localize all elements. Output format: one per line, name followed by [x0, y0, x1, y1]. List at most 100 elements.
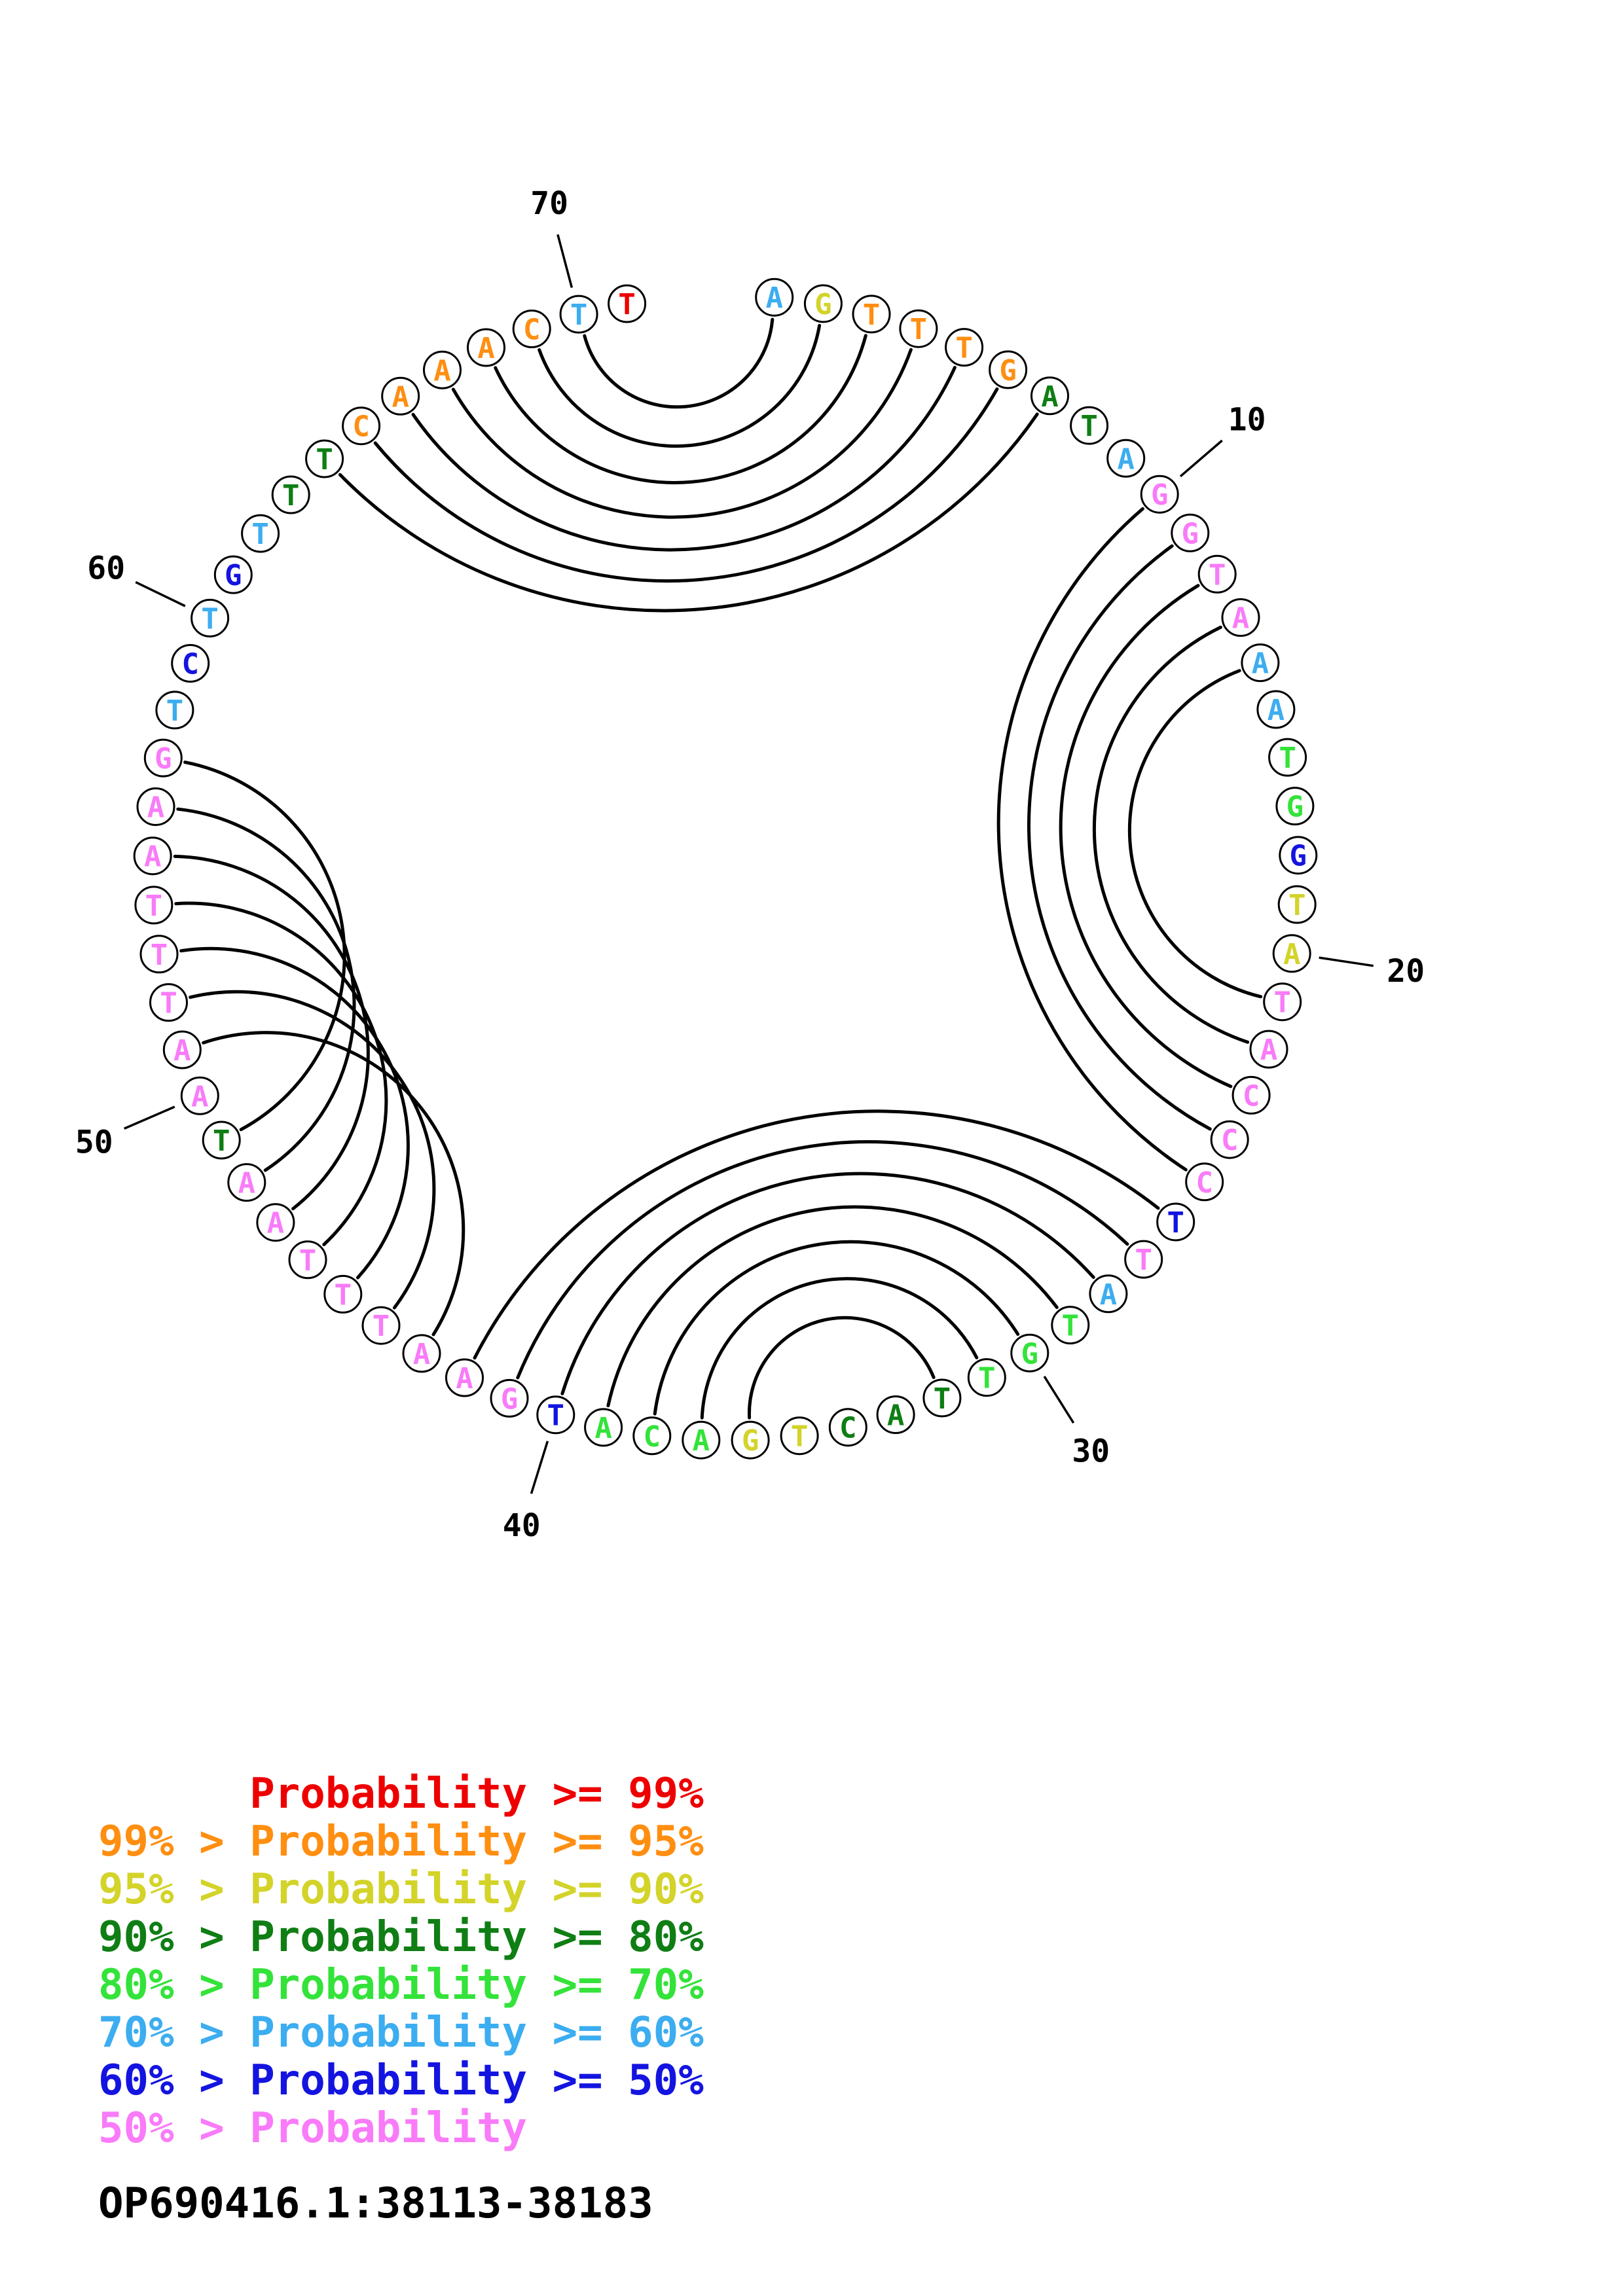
nucleotide-letter: T: [166, 694, 184, 728]
nucleotide-circle: [213, 555, 253, 594]
nucleotide-circle: [828, 1408, 867, 1447]
nucleotide-letter: A: [1252, 647, 1269, 681]
nucleotide-letter: T: [299, 1244, 317, 1278]
nucleotide-circle: [180, 1076, 219, 1115]
nucleotide-letter: A: [144, 840, 162, 874]
nucleotide-circle: [755, 278, 794, 317]
nucleotide-letter: T: [201, 602, 219, 636]
nucleotide-circle: [323, 1274, 363, 1314]
nucleotide-letter: G: [1021, 1337, 1039, 1371]
nucleotide-circle: [191, 598, 230, 637]
base-pair-arc: [606, 1205, 1059, 1408]
base-pair-arc: [700, 1277, 979, 1420]
base-pair-arc: [183, 761, 346, 1132]
nucleotide-circle: [1185, 1162, 1224, 1202]
nucleotide-letter: A: [765, 281, 783, 315]
position-tick-line: [1179, 439, 1223, 478]
nucleotide-letter: A: [477, 332, 495, 365]
structure-plot: A G T TTGATAGGTAAATGGTATACCCTTATGTTACTGACAT…: [75, 185, 1425, 1544]
nucleotide-circle: [1171, 513, 1210, 552]
nucleotide-circle: [490, 1378, 529, 1418]
base-pair-arc: [1027, 544, 1212, 1131]
nucleotide-circle: [1221, 598, 1260, 637]
nucleotide-circle: [143, 738, 183, 778]
nucleotide-letter: A: [693, 1424, 710, 1458]
legend-row-p70: 80% > Probability >= 70%: [98, 1961, 704, 2009]
nucleotide-letter: A: [887, 1399, 905, 1433]
nucleotide-letter: T: [547, 1399, 565, 1433]
base-pair-arc: [653, 1240, 1020, 1416]
nucleotide-circle: [1268, 738, 1307, 777]
nucleotide-letter: C: [644, 1420, 661, 1454]
nucleotide-letter: A: [456, 1362, 473, 1395]
nucleotide-letter: G: [155, 742, 172, 776]
nucleotide-circle: [1256, 690, 1296, 729]
nucleotide-letter: T: [160, 987, 177, 1020]
nucleotide-circle: [1070, 406, 1109, 445]
base-pair-arc: [179, 946, 410, 1280]
nucleotide-circle: [559, 295, 598, 334]
nucleotide-circle: [1231, 1075, 1271, 1115]
nucleotide-circle: [922, 1378, 962, 1418]
nucleotide-letter: A: [1117, 442, 1135, 476]
nucleotide-circle: [536, 1395, 575, 1435]
accession-label: OP690416.1:38113-38183: [98, 2179, 653, 2228]
nucleotide-circle: [989, 350, 1028, 389]
nucleotide-circle: [852, 295, 891, 334]
base-pair-arc: [1127, 669, 1263, 999]
position-tick-label: 60: [87, 550, 125, 587]
nucleotide-letter: A: [1267, 694, 1285, 727]
nucleotide-letter: A: [433, 354, 451, 387]
nucleotide-circle: [1140, 475, 1179, 514]
base-pair-arc: [516, 1140, 1129, 1380]
nucleotide-circle: [584, 1408, 623, 1447]
base-pair-arc: [494, 334, 867, 484]
base-pair-arc: [538, 323, 822, 448]
legend-row-plow: 50% > Probability: [98, 2104, 528, 2153]
legend-row-p95: 99% > Probability >= 95%: [98, 1818, 704, 1866]
nucleotide-circle: [305, 439, 344, 478]
nucleotide-letter: G: [1151, 478, 1169, 512]
base-pair-arc: [747, 1316, 936, 1420]
base-pair-arc: [373, 387, 999, 583]
nucleotide-circle: [1010, 1333, 1049, 1372]
nucleotide-circle: [288, 1240, 327, 1280]
nucleotide-letter: A: [1100, 1278, 1118, 1312]
nucleotide-letter: T: [251, 518, 269, 551]
nucleotide-circle: [467, 328, 505, 367]
nucleotide-letter: A: [147, 791, 165, 825]
nucleotide-letter: T: [213, 1124, 230, 1158]
nucleotide-letter: C: [523, 314, 541, 347]
nucleotide-letter: T: [373, 1310, 390, 1343]
nucleotide-letter: G: [1286, 791, 1304, 824]
base-pair-arc: [176, 807, 356, 1172]
nucleotide-circle: [162, 1030, 202, 1069]
nucleotide-circle: [361, 1306, 401, 1345]
position-tick-label: 10: [1228, 401, 1266, 438]
nucleotide-circle: [241, 514, 280, 553]
base-pair-arc: [189, 990, 436, 1310]
nucleotide-circle: [381, 376, 420, 416]
nucleotide-circle: [149, 983, 188, 1022]
position-tick-line: [1319, 956, 1374, 967]
nucleotide-circle: [1279, 836, 1318, 875]
nucleotide-letter: C: [1195, 1166, 1213, 1200]
position-tick-label: 20: [1387, 953, 1425, 990]
nucleotide-circle: [899, 309, 938, 348]
base-pair-arc: [560, 1172, 1095, 1395]
nucleotide-letter: A: [1260, 1033, 1278, 1067]
base-pair-arc: [202, 1031, 465, 1336]
position-tick-line: [124, 1105, 175, 1130]
nucleotide-letter: T: [1167, 1206, 1184, 1240]
base-pair-arc: [451, 348, 913, 519]
legend-row-p60: 70% > Probability >= 60%: [98, 2009, 704, 2057]
nucleotide-circle: [780, 1416, 819, 1456]
nucleotide-letter: A: [413, 1338, 431, 1371]
nucleotide-circle: [342, 406, 381, 446]
position-tick-line: [556, 234, 574, 288]
nucleotide-letter: G: [225, 559, 242, 592]
nucleotide-letter: G: [1290, 840, 1307, 873]
nucleotide-letter: T: [1209, 558, 1226, 592]
nucleotide-circle: [803, 284, 843, 323]
